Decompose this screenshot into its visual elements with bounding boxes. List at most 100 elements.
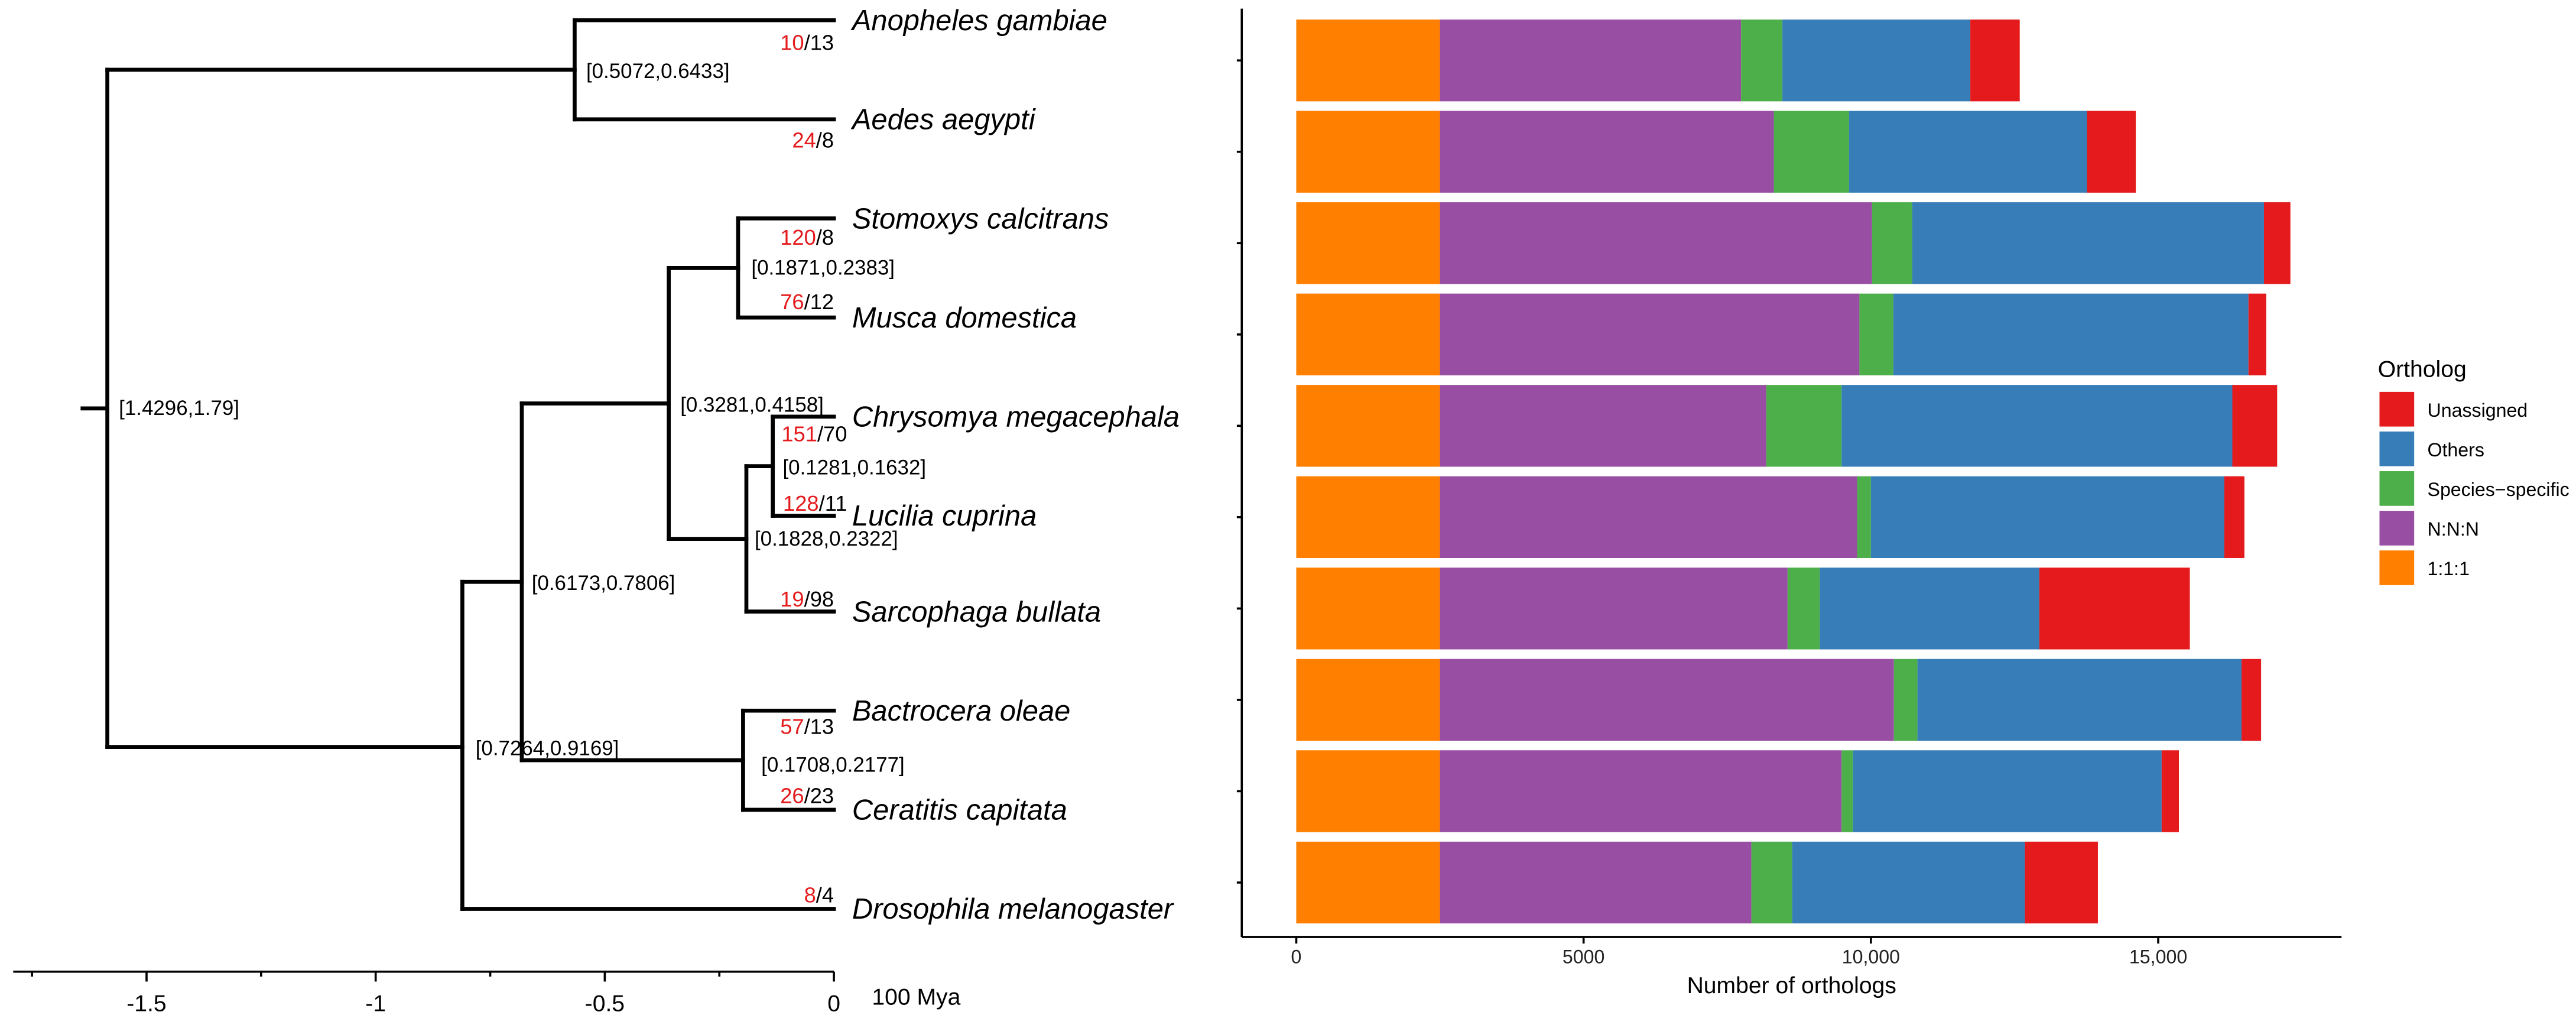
expanded-count: 128 — [783, 491, 819, 515]
gene-family-expansion-contraction: 120/8 — [780, 225, 834, 249]
time-axis-unit: 100 Mya — [872, 985, 960, 1010]
bar-segment-1-1-1 — [1296, 568, 1440, 650]
bar-segment-unassigned — [1970, 20, 2020, 102]
bar-segment-n-n-n — [1440, 841, 1752, 924]
contracted-count: 98 — [810, 587, 834, 611]
separator: / — [804, 784, 811, 808]
contracted-count: 4 — [822, 883, 834, 907]
bar-segment-species-specific — [1751, 841, 1792, 924]
species-label: Lucilia cuprina — [852, 500, 1037, 532]
divergence-time-interval: [0.6173,0.7806] — [532, 572, 675, 595]
time-axis-tick-label: -1 — [365, 991, 386, 1015]
bar-segment-1-1-1 — [1296, 841, 1440, 924]
contracted-count: 23 — [810, 784, 834, 808]
bar-segment-unassigned — [2039, 568, 2190, 650]
expanded-count: 26 — [780, 784, 804, 808]
x-axis-tick-label: 10,000 — [1842, 946, 1900, 968]
bar-segment-unassigned — [2242, 659, 2262, 741]
expanded-count: 76 — [780, 290, 804, 314]
divergence-time-interval: [0.1281,0.1632] — [782, 456, 926, 479]
species-label: Anopheles gambiae — [850, 5, 1107, 37]
gene-family-expansion-contraction: 76/12 — [780, 290, 834, 314]
bar-segment-species-specific — [1787, 568, 1820, 650]
bar-segment-unassigned — [2263, 202, 2291, 284]
bar-segment-unassigned — [2232, 385, 2278, 467]
bar-segment-species-specific — [1841, 750, 1853, 832]
contracted-count: 13 — [810, 30, 834, 54]
legend-swatch — [2379, 471, 2415, 506]
bar-segment-1-1-1 — [1296, 293, 1440, 375]
bar-segment-species-specific — [1741, 20, 1783, 102]
expanded-count: 19 — [780, 587, 804, 611]
legend-title: Ortholog — [2378, 357, 2467, 382]
species-label: Bactrocera oleae — [852, 695, 1071, 727]
expanded-count: 151 — [781, 422, 817, 446]
divergence-time-interval: [0.1708,0.2177] — [761, 754, 905, 777]
gene-family-expansion-contraction: 10/13 — [780, 30, 834, 54]
species-label: Ceratitis capitata — [852, 795, 1067, 826]
bar-segment-n-n-n — [1440, 20, 1742, 102]
bar-segment-1-1-1 — [1296, 202, 1440, 284]
time-axis-tick-label: -0.5 — [585, 991, 625, 1015]
expanded-count: 120 — [780, 225, 816, 249]
bar-segment-n-n-n — [1440, 202, 1872, 284]
separator: / — [817, 422, 824, 446]
bar-segment-unassigned — [2248, 293, 2266, 375]
x-axis-title: Number of orthologs — [1687, 973, 1896, 998]
separator: / — [816, 225, 823, 249]
legend-swatch — [2379, 391, 2415, 427]
x-axis-tick-label: 5000 — [1563, 946, 1604, 968]
gene-family-expansion-contraction: 24/8 — [792, 128, 834, 152]
gene-family-expansion-contraction: 151/70 — [781, 422, 847, 446]
legend-swatch — [2379, 431, 2415, 466]
bar-segment-others — [1853, 750, 2162, 832]
phylogenetic-tree: Anopheles gambiae Aedes aegypti Stomoxys c… — [13, 5, 1180, 1015]
species-label: Aedes aegypti — [850, 104, 1036, 136]
legend-label: Unassigned — [2428, 400, 2528, 421]
bar-segment-n-n-n — [1440, 659, 1894, 741]
legend-label: Others — [2428, 439, 2484, 461]
gene-family-expansion-contraction: 8/4 — [804, 883, 834, 907]
bar-segment-1-1-1 — [1296, 750, 1440, 832]
bar-segment-species-specific — [1859, 293, 1893, 375]
gene-family-expansion-contraction: 57/13 — [780, 714, 834, 738]
time-axis-tick-label: 0 — [827, 991, 840, 1015]
legend-label: Species−specific — [2428, 479, 2569, 500]
bar-segment-others — [1893, 293, 2249, 375]
legend-swatch — [2379, 511, 2415, 546]
separator: / — [816, 883, 823, 907]
divergence-time-interval: [0.1871,0.2383] — [751, 257, 895, 280]
divergence-time-interval: [0.3281,0.4158] — [680, 393, 824, 416]
legend-label: 1:1:1 — [2428, 558, 2470, 579]
bar-segment-others — [1917, 659, 2242, 741]
divergence-time-interval: [0.1828,0.2322] — [755, 527, 898, 550]
bar-segment-others — [1820, 568, 2039, 650]
bar-segment-n-n-n — [1440, 568, 1788, 650]
separator: / — [819, 491, 826, 515]
gene-family-expansion-contraction: 19/98 — [780, 587, 834, 611]
bar-segment-1-1-1 — [1296, 385, 1440, 467]
bar-segment-n-n-n — [1440, 293, 1860, 375]
bar-segment-others — [1849, 111, 2087, 193]
species-label: Sarcophaga bullata — [852, 596, 1101, 628]
bar-segment-species-specific — [1893, 659, 1918, 741]
x-axis-tick-label: 15,000 — [2129, 946, 2187, 968]
species-label: Musca domestica — [852, 302, 1077, 334]
contracted-count: 13 — [810, 714, 834, 738]
separator: / — [816, 128, 823, 152]
bar-segment-species-specific — [1773, 111, 1849, 193]
expanded-count: 10 — [780, 30, 804, 54]
legend: Ortholog Unassigned Others Species−specific… — [2378, 357, 2569, 585]
legend-label: N:N:N — [2428, 518, 2479, 540]
bar-segment-others — [1841, 385, 2233, 467]
bar-segment-others — [1912, 202, 2264, 284]
bar-segment-unassigned — [2224, 476, 2244, 559]
separator: / — [804, 587, 811, 611]
species-label: Drosophila melanogaster — [852, 893, 1174, 925]
contracted-count: 12 — [810, 290, 834, 314]
bar-segment-others — [1792, 841, 2025, 924]
divergence-time-interval: [0.7264,0.9169] — [476, 737, 619, 760]
bar-segment-unassigned — [2025, 841, 2098, 924]
x-axis-tick-label: 0 — [1291, 946, 1302, 968]
